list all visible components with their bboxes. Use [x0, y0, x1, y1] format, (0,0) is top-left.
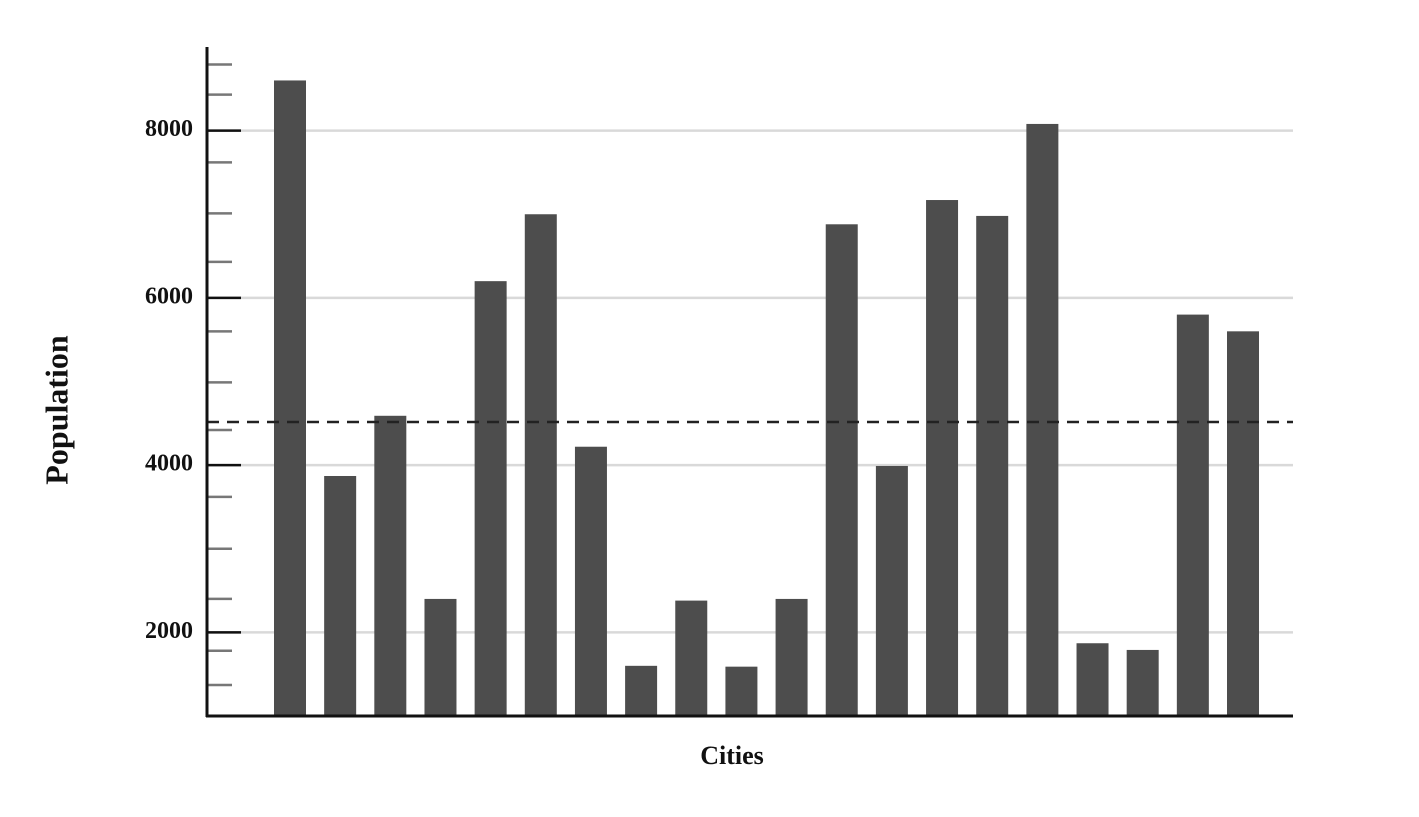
bar: [274, 80, 306, 716]
bar: [374, 415, 407, 716]
x-axis-label: Cities: [700, 741, 764, 770]
bar: [725, 666, 758, 716]
bar: [324, 475, 357, 716]
bar: [1227, 331, 1259, 716]
bar: [1076, 643, 1109, 716]
bar: [825, 224, 858, 716]
bar: [574, 446, 607, 716]
bar: [424, 598, 457, 716]
y-tick-label: 8000: [145, 116, 193, 142]
bar: [625, 665, 658, 716]
bar: [524, 214, 557, 716]
bar: [875, 465, 908, 716]
y-tick-label: 6000: [145, 283, 193, 309]
bar: [474, 281, 507, 716]
y-tick-label: 2000: [145, 618, 193, 644]
bar: [926, 200, 959, 716]
bar: [675, 600, 708, 716]
y-axis-label: Population: [38, 335, 74, 485]
bar: [775, 598, 808, 716]
y-tick-label: 4000: [145, 451, 193, 477]
bar: [1026, 123, 1059, 716]
bar: [976, 215, 1009, 717]
bar: [1126, 649, 1159, 716]
bar: [1176, 314, 1209, 716]
